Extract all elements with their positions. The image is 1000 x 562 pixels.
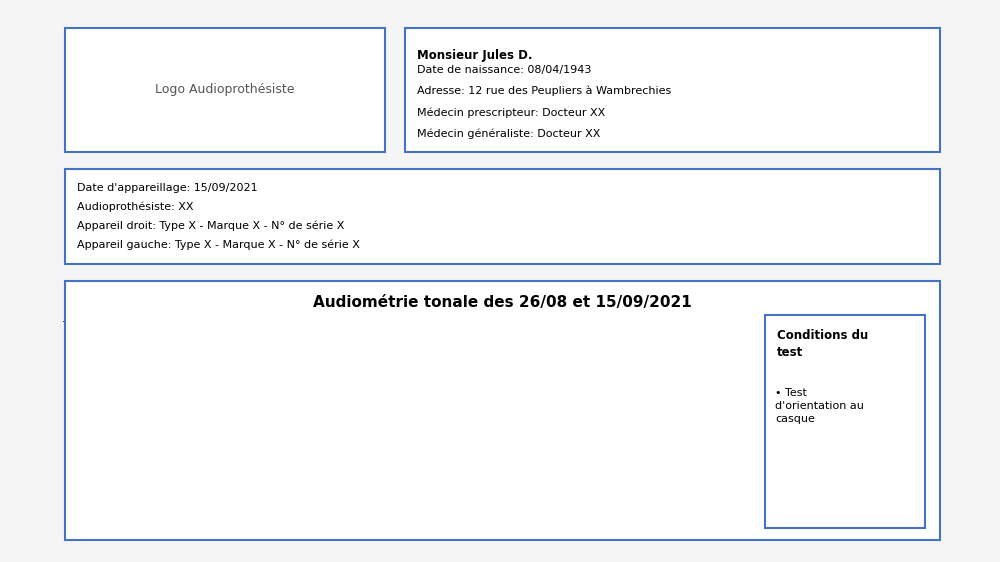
Text: Monsieur Jules D.: Monsieur Jules D. (417, 49, 532, 62)
Text: OG: OG (723, 308, 740, 318)
Text: Conditions du
test: Conditions du test (777, 329, 868, 359)
Text: • Test
d'orientation au
casque: • Test d'orientation au casque (775, 388, 864, 424)
Text: Audiométrie tonale des 26/08 et 15/09/2021: Audiométrie tonale des 26/08 et 15/09/20… (313, 295, 692, 310)
Text: Médecin prescripteur: Docteur XX: Médecin prescripteur: Docteur XX (417, 107, 605, 118)
Text: Date de naissance: 08/04/1943: Date de naissance: 08/04/1943 (417, 65, 591, 75)
Text: Date d'appareillage: 15/09/2021: Date d'appareillage: 15/09/2021 (77, 183, 258, 193)
Text: Logo Audioprothésiste: Logo Audioprothésiste (155, 83, 295, 97)
Text: Appareil droit: Type X - Marque X - N° de série X: Appareil droit: Type X - Marque X - N° d… (77, 221, 344, 232)
Text: Audioprothésiste: XX: Audioprothésiste: XX (77, 202, 194, 212)
Text: Médecin généraliste: Docteur XX: Médecin généraliste: Docteur XX (417, 129, 600, 139)
Text: Appareil gauche: Type X - Marque X - N° de série X: Appareil gauche: Type X - Marque X - N° … (77, 240, 360, 251)
Text: OD: OD (90, 308, 107, 318)
Text: Adresse: 12 rue des Peupliers à Wambrechies: Adresse: 12 rue des Peupliers à Wambrech… (417, 86, 671, 97)
